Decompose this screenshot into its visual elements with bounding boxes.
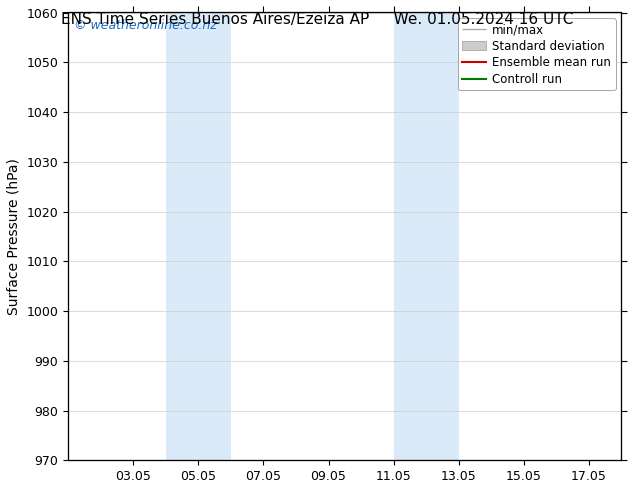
Bar [165, 13, 231, 460]
Bar [394, 13, 459, 460]
Legend: min/max, Standard deviation, Ensemble mean run, Controll run: min/max, Standard deviation, Ensemble me… [458, 19, 616, 91]
Text: © weatheronline.co.nz: © weatheronline.co.nz [74, 19, 216, 32]
Text: ENS Time Series Buenos Aires/Ezeiza AP     We. 01.05.2024 16 UTC: ENS Time Series Buenos Aires/Ezeiza AP W… [61, 12, 573, 27]
Y-axis label: Surface Pressure (hPa): Surface Pressure (hPa) [7, 158, 21, 315]
